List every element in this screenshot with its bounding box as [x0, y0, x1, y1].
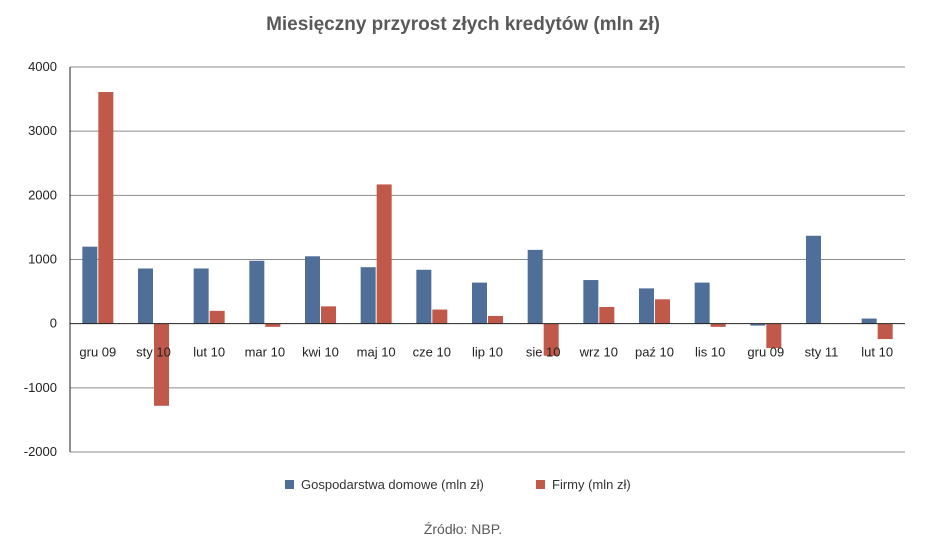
bar-gospodarstwa [82, 246, 98, 324]
bar-firmy [265, 323, 281, 327]
x-tick-label: lut 10 [193, 345, 225, 360]
x-tick-label: gru 09 [747, 345, 784, 360]
bar-firmy [376, 184, 392, 324]
y-tick-label: 3000 [28, 123, 57, 138]
bar-firmy [321, 306, 336, 324]
bar-gospodarstwa [583, 280, 599, 324]
bar-firmy [599, 306, 615, 324]
x-tick-label: gru 09 [79, 345, 116, 360]
source-note: Źródło: NBP. [423, 521, 503, 537]
gridlines [70, 66, 905, 453]
y-tick-label: 0 [50, 316, 57, 331]
bar-gospodarstwa [750, 323, 766, 326]
bar-gospodarstwa [416, 269, 432, 324]
bar-firmy [766, 323, 782, 349]
bar-firmy [432, 309, 448, 324]
axes [69, 67, 905, 452]
x-tick-label: lip 10 [472, 345, 503, 360]
bar-firmy [488, 315, 503, 324]
legend-swatch [285, 480, 294, 489]
x-tick-label: sty 11 [805, 345, 839, 360]
y-tick-label: -1000 [24, 380, 57, 395]
bar-gospodarstwa [472, 282, 487, 324]
bar-firmy [877, 323, 893, 340]
bar-gospodarstwa [193, 268, 209, 324]
x-tick-label: maj 10 [357, 345, 396, 360]
bar-firmy [98, 92, 114, 324]
bar-firmy [209, 310, 225, 324]
legend-label: Gospodarstwa domowe (mln zł) [301, 477, 484, 492]
y-tick-label: 4000 [28, 59, 57, 74]
y-tick-label: -2000 [24, 444, 57, 459]
x-tick-label: sie 10 [526, 345, 561, 360]
x-tick-label: kwi 10 [302, 345, 339, 360]
bar-firmy [543, 323, 559, 356]
x-tick-label: sty 10 [136, 345, 171, 360]
bar-firmy [154, 323, 169, 406]
bar-gospodarstwa [806, 235, 821, 324]
x-tick-label: wrz 10 [579, 345, 618, 360]
x-tick-label: paź 10 [635, 345, 674, 360]
bar-firmy [655, 299, 670, 324]
x-tick-label: lis 10 [695, 345, 725, 360]
bar-gospodarstwa [138, 268, 153, 324]
legend-label: Firmy (mln zł) [552, 477, 631, 492]
y-axis-ticks: -2000 -1000 0 1000 2000 3000 4000 [24, 59, 57, 459]
bar-gospodarstwa [861, 318, 877, 324]
legend: Gospodarstwa domowe (mln zł) Firmy (mln z… [285, 477, 631, 492]
bar-gospodarstwa [527, 249, 543, 324]
bar-gospodarstwa [694, 282, 710, 324]
x-tick-label: mar 10 [245, 345, 285, 360]
bar-gospodarstwa [639, 288, 654, 324]
y-tick-label: 2000 [28, 187, 57, 202]
x-tick-label: lut 10 [861, 345, 893, 360]
bar-firmy [710, 323, 726, 327]
x-axis-labels: gru 09 sty 10 lut 10 mar 10 kwi 10 maj 10 cze … [79, 345, 893, 360]
bar-gospodarstwa [305, 256, 320, 324]
legend-swatch [536, 480, 545, 489]
bar-gospodarstwa [360, 267, 376, 324]
y-tick-label: 1000 [28, 252, 57, 267]
x-tick-label: cze 10 [413, 345, 451, 360]
bars [82, 92, 893, 406]
chart-title: Miesięczny przyrost złych kredytów (mln … [266, 14, 660, 35]
bar-gospodarstwa [249, 260, 265, 324]
